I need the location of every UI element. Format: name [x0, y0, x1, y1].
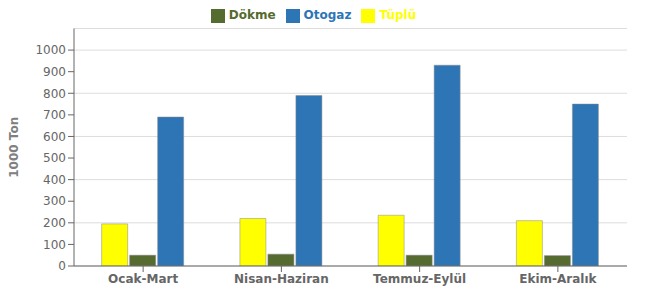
svg-text:0: 0: [58, 259, 66, 273]
svg-text:900: 900: [43, 65, 66, 79]
svg-text:700: 700: [43, 108, 66, 122]
svg-text:500: 500: [43, 151, 66, 165]
svg-text:100: 100: [43, 238, 66, 252]
svg-text:800: 800: [43, 87, 66, 101]
svg-text:400: 400: [43, 173, 66, 187]
svg-text:600: 600: [43, 130, 66, 144]
svg-text:Temmuz-Eylül: Temmuz-Eylül: [373, 272, 466, 286]
svg-text:Ekim-Aralık: Ekim-Aralık: [519, 272, 597, 286]
svg-text:Nisan-Haziran: Nisan-Haziran: [234, 272, 329, 286]
html-text:Otogaz: Otogaz: [303, 8, 352, 22]
html-text:Tüplü: Tüplü: [379, 8, 417, 22]
svg-text:200: 200: [43, 216, 66, 230]
svg-text:1000: 1000: [35, 43, 66, 57]
svg-text:300: 300: [43, 194, 66, 208]
svg-text:1000 Ton: 1000 Ton: [8, 117, 21, 178]
svg-text:Ocak-Mart: Ocak-Mart: [108, 272, 178, 286]
html-text:Dökme: Dökme: [228, 8, 276, 22]
